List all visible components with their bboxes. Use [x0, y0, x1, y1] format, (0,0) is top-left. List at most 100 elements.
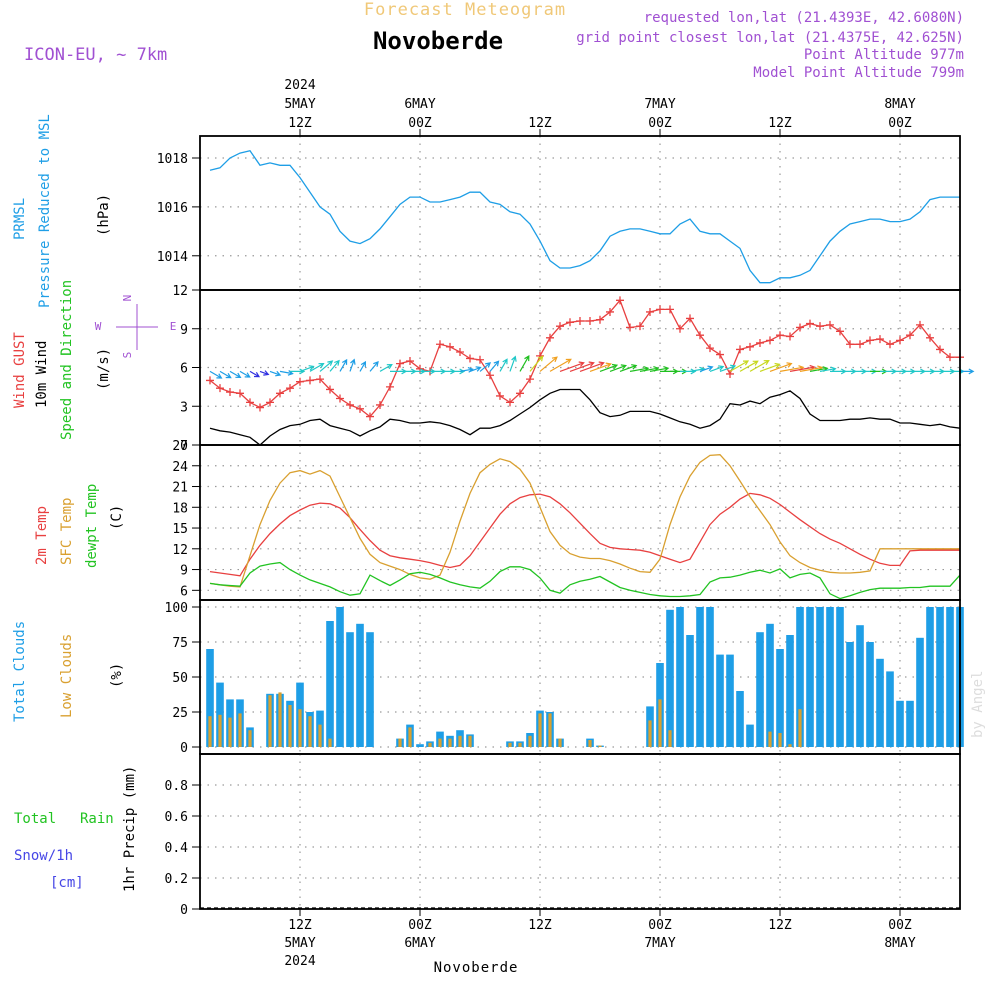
bottom-time-label: 5MAY — [284, 936, 315, 951]
wind-arrow — [359, 360, 367, 372]
gust-marker — [606, 307, 614, 316]
gust-marker — [236, 389, 244, 398]
clouds-ytick-label: 75 — [172, 636, 188, 651]
wind-arrow — [739, 360, 759, 372]
top-time-label: 00Z — [648, 116, 672, 131]
total-cloud-bar — [696, 607, 704, 747]
wind-arrow — [609, 364, 627, 372]
clouds-panel: 0 25 50 75 100 — [165, 599, 964, 756]
gust-marker — [276, 389, 284, 398]
total-cloud-bar — [946, 607, 954, 747]
t2m-line — [209, 492, 960, 577]
low-cloud-bar — [768, 731, 772, 747]
low-cloud-bar — [248, 730, 252, 747]
pressure-labels: PRMSL Pressure Reduced to MSL (hPa) — [12, 114, 112, 308]
wind-unit: (m/s) — [96, 348, 112, 390]
temperature-ytick-label: 18 — [172, 501, 188, 516]
gust-marker — [596, 315, 604, 324]
total-cloud-bar — [936, 607, 944, 747]
bottom-time-label: 6MAY — [404, 936, 435, 951]
gust-marker — [386, 382, 394, 391]
bottom-time-label: 12Z — [768, 918, 792, 933]
gust-marker — [786, 332, 794, 341]
gust-marker — [576, 317, 584, 325]
wind-arrow — [259, 370, 270, 376]
gust-marker — [676, 324, 684, 333]
time-axis-top: 2024 5MAY 12Z 6MAY 00Z 12Z 7MAY 00Z 12Z 8MAY 00Z — [284, 78, 916, 136]
gust-marker — [856, 340, 864, 349]
wind-arrow — [819, 366, 837, 373]
total-cloud-bar — [806, 607, 814, 747]
temperature-panel: 6 9 12 15 18 21 24 27 — [172, 439, 961, 601]
gust-marker — [406, 357, 414, 366]
wind-arrow — [749, 359, 770, 372]
requested-point: requested lon,lat (21.4393E, 42.6080N) — [644, 10, 964, 26]
wind-arrow — [509, 355, 517, 372]
low-cloud-bar — [298, 709, 302, 747]
wind-arrow — [269, 370, 282, 377]
model-label: ICON-EU, ~ 7km — [24, 45, 167, 65]
gust-marker — [256, 403, 264, 412]
clouds-ytick-label: 50 — [172, 671, 188, 686]
wind10-label: 10m Wind — [34, 341, 50, 408]
compass-south: S — [121, 352, 134, 359]
temperature-ytick-label: 27 — [172, 439, 188, 454]
gust-marker — [716, 350, 724, 359]
gust-marker — [896, 336, 904, 345]
gust-marker — [266, 398, 274, 407]
gust-marker — [686, 314, 694, 323]
gust-marker — [626, 323, 634, 332]
wind-arrow — [649, 366, 670, 372]
wind-arrow — [499, 358, 508, 372]
product-title: Forecast Meteogram — [364, 0, 566, 20]
low-cloud-bar — [548, 713, 552, 747]
gust-marker — [756, 338, 764, 347]
wind-arrow — [209, 370, 223, 379]
wind-arrow — [379, 363, 393, 372]
location-title: Novoberde — [373, 27, 503, 55]
gust-marker — [466, 354, 474, 363]
clouds-unit: (%) — [109, 663, 125, 688]
gust-marker — [866, 336, 874, 345]
gust-marker — [706, 344, 714, 353]
gust-marker — [946, 353, 954, 362]
wind-ytick-label: 12 — [172, 284, 188, 299]
total-cloud-bar — [786, 635, 794, 747]
gust-marker — [696, 331, 704, 340]
total-cloud-bar — [886, 671, 894, 747]
gust-marker — [506, 398, 514, 407]
low-cloud-bar — [658, 699, 662, 747]
gust-marker — [646, 307, 654, 316]
wind-arrow — [759, 362, 781, 372]
total-cloud-bar — [326, 621, 334, 747]
top-time-label: 00Z — [408, 116, 432, 131]
low-cloud-bar — [788, 744, 792, 747]
compass-east: E — [170, 320, 177, 333]
gust-marker — [936, 345, 944, 354]
gust-marker — [586, 317, 594, 325]
grid-point: grid point closest lon,lat (21.4375E, 42… — [576, 30, 964, 46]
gust-marker — [246, 398, 254, 407]
top-time-label: 12Z — [768, 116, 792, 131]
wind-arrow — [619, 364, 638, 372]
gust-marker — [436, 340, 444, 349]
precip-unit: 1hr Precip (mm) — [122, 766, 138, 892]
wind-arrow — [229, 370, 242, 379]
low-cloud-bar — [318, 724, 322, 747]
pressure-frame — [199, 135, 961, 291]
sfc-label: SFC Temp — [59, 498, 75, 565]
total-cloud-bar — [846, 642, 854, 747]
wind-ytick-label: 6 — [180, 362, 188, 377]
time-axis-bottom: 12Z 5MAY 2024 00Z 6MAY 12Z 00Z 7MAY 12Z 00Z 8MAY — [284, 909, 916, 969]
precip-ytick-label: 0.2 — [165, 872, 188, 887]
point-altitude: Point Altitude 977m — [804, 47, 964, 63]
clouds-ytick-label: 100 — [165, 601, 188, 616]
gust-marker — [376, 400, 384, 409]
gust-marker — [286, 384, 294, 393]
dewpt-label: dewpt Temp — [84, 484, 100, 568]
clouds-ytick-label: 0 — [180, 741, 188, 756]
total-cloud-bar — [836, 607, 844, 747]
wind-arrow — [699, 365, 714, 372]
gust-marker — [446, 342, 454, 351]
gust-marker — [296, 377, 304, 386]
